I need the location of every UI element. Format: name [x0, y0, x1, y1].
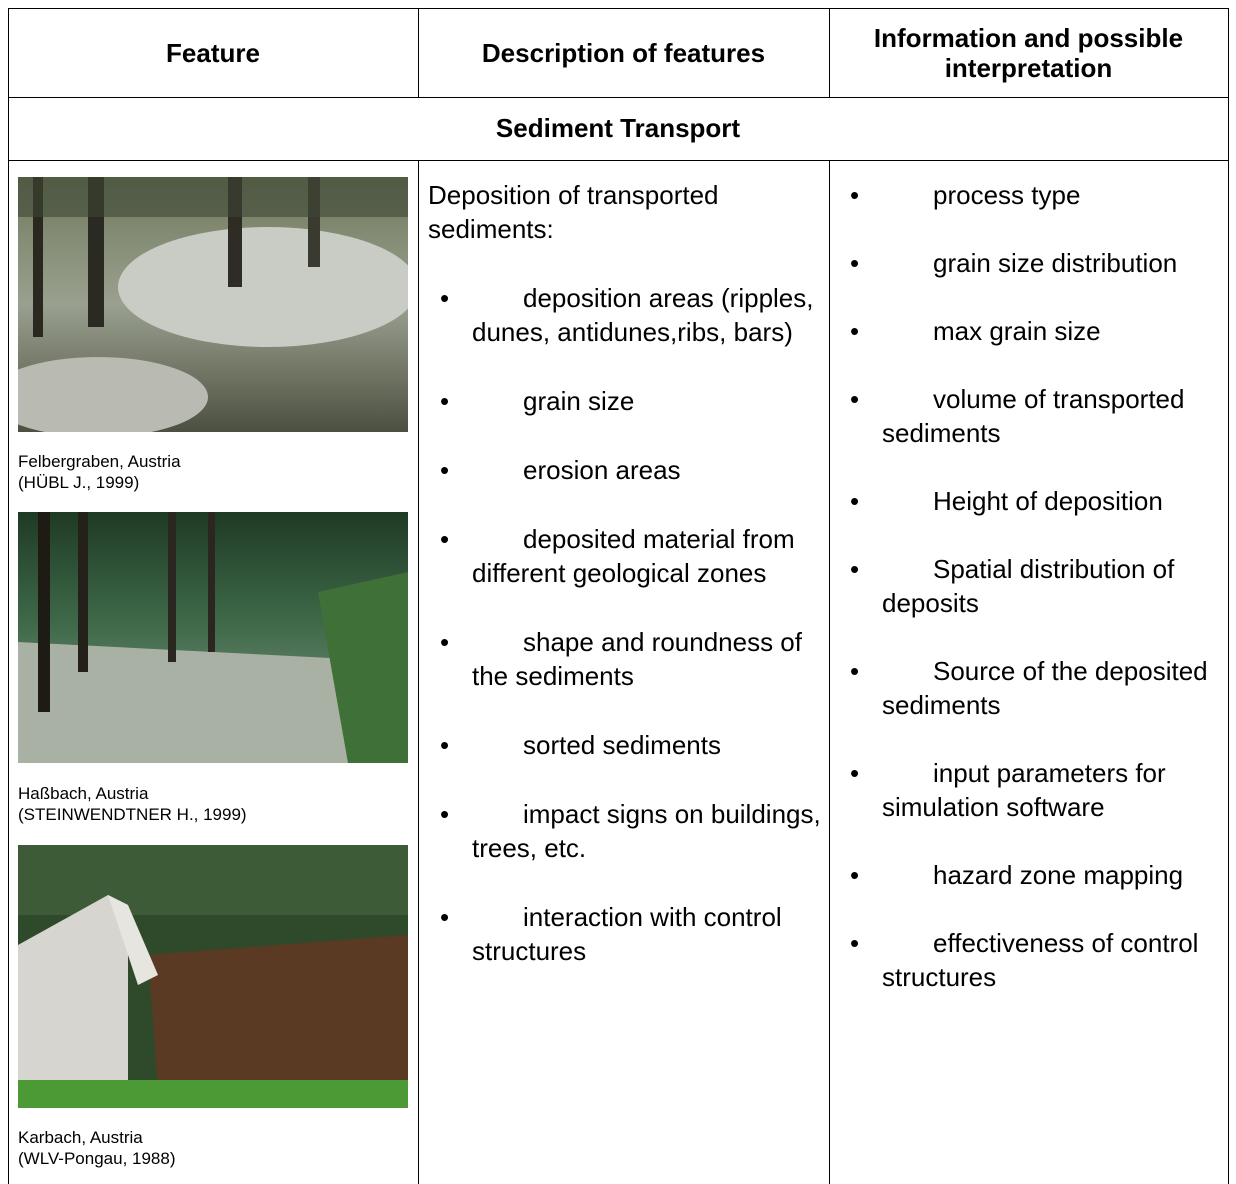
bullet-item: volume of transported sediments — [850, 382, 1225, 450]
caption-source: (STEINWENDTNER H., 1999) — [18, 805, 247, 824]
interpretation: process type grain size distribution max g… — [840, 178, 1225, 994]
bullet-item: Source of the deposited sediments — [850, 654, 1225, 722]
header-cell: Feature — [166, 37, 260, 68]
caption-place: Haßbach, Austria — [18, 784, 149, 803]
header-cell: Description of features — [481, 37, 766, 68]
description-intro: Deposition of transported sediments: — [428, 180, 719, 244]
photo — [18, 177, 408, 432]
bullet-item: Spatial distribution of deposits — [850, 552, 1225, 620]
bullet-item: sorted sediments — [440, 728, 823, 762]
border — [418, 160, 419, 1184]
border — [8, 97, 1229, 98]
border — [829, 8, 830, 97]
caption: Haßbach, Austria (STEINWENDTNER H., 1999) — [18, 783, 247, 825]
bullet-item: process type — [850, 178, 1225, 212]
bullet-item: erosion areas — [440, 453, 823, 487]
caption-place: Karbach, Austria — [18, 1128, 143, 1147]
caption-source: (HÜBL J., 1999) — [18, 473, 140, 492]
bullet-item: max grain size — [850, 314, 1225, 348]
photo — [18, 845, 408, 1108]
bullet-item: deposited material from different geolog… — [440, 522, 823, 590]
section-title: Sediment Transport — [495, 113, 741, 143]
border — [829, 160, 830, 1184]
bullet-item: shape and roundness of the sediments — [440, 625, 823, 693]
bullet-item: Height of deposition — [850, 484, 1225, 518]
bullet-item: interaction with control structures — [440, 900, 823, 968]
caption-source: (WLV-Pongau, 1988) — [18, 1149, 176, 1168]
border — [8, 8, 9, 1184]
description: Deposition of transported sediments: dep… — [428, 178, 823, 968]
bullet-item: impact signs on buildings, trees, etc. — [440, 797, 823, 865]
header-cell: Information and possible interpretation — [873, 22, 1184, 83]
bullet-item: grain size distribution — [850, 246, 1225, 280]
bullet-item: input parameters for simulation software — [850, 756, 1225, 824]
bullet-item: effectiveness of control structures — [850, 926, 1225, 994]
caption-place: Felbergraben, Austria — [18, 452, 181, 471]
border — [8, 160, 1229, 161]
caption: Karbach, Austria (WLV-Pongau, 1988) — [18, 1127, 176, 1169]
bullet-item: grain size — [440, 384, 823, 418]
caption: Felbergraben, Austria (HÜBL J., 1999) — [18, 451, 181, 493]
bullet-item: hazard zone mapping — [850, 858, 1225, 892]
border — [8, 8, 1229, 9]
photo — [18, 512, 408, 763]
bullet-item: deposition areas (ripples, dunes, antidu… — [440, 281, 823, 349]
border — [1228, 8, 1229, 1184]
border — [418, 8, 419, 97]
